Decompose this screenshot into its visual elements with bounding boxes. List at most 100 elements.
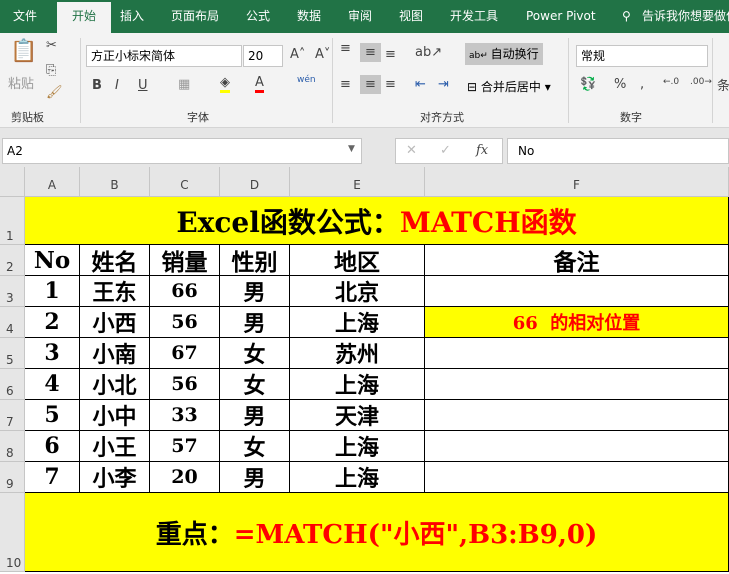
phonetic-button[interactable]: wén — [297, 75, 316, 85]
data-cell[interactable]: 4 — [25, 369, 80, 400]
row-header-10[interactable]: 10 — [0, 493, 25, 572]
search-icon[interactable]: ⚲ — [622, 9, 631, 23]
column-header-a[interactable]: A — [25, 167, 80, 197]
note-cell[interactable] — [425, 431, 729, 462]
align-middle-icon[interactable]: ≡ — [360, 43, 381, 62]
increase-decimal-icon[interactable]: ←.0 — [663, 77, 680, 87]
header-cell-a[interactable]: No — [25, 245, 80, 276]
font-name-select[interactable]: 方正小标宋简体 — [86, 45, 242, 67]
decrease-font-icon[interactable]: A˅ — [315, 47, 331, 62]
data-cell[interactable]: 北京 — [290, 276, 425, 307]
title-cell[interactable]: Excel函数公式： MATCH函数 — [25, 197, 729, 245]
data-cell[interactable]: 上海 — [290, 369, 425, 400]
column-header-e[interactable]: E — [290, 167, 425, 197]
row-header-1[interactable]: 1 — [0, 197, 25, 245]
data-cell[interactable]: 33 — [150, 400, 220, 431]
data-cell[interactable]: 66 — [150, 276, 220, 307]
underline-button[interactable]: U — [138, 78, 148, 93]
tab-home[interactable]: 开始 — [57, 2, 112, 33]
decrease-decimal-icon[interactable]: .00→ — [690, 77, 712, 87]
data-cell[interactable]: 男 — [220, 307, 290, 338]
cancel-icon[interactable]: ✕ — [406, 143, 417, 158]
increase-font-icon[interactable]: A˄ — [290, 47, 306, 62]
tab-developer[interactable]: 开发工具 — [450, 9, 499, 23]
data-cell[interactable]: 67 — [150, 338, 220, 369]
header-cell-c[interactable]: 销量 — [150, 245, 220, 276]
data-cell[interactable]: 56 — [150, 369, 220, 400]
data-cell[interactable]: 小李 — [80, 462, 150, 493]
formula-input[interactable]: No — [507, 138, 729, 164]
percent-button[interactable]: % — [614, 77, 627, 92]
italic-button[interactable]: I — [115, 78, 119, 93]
data-cell[interactable]: 6 — [25, 431, 80, 462]
column-header-d[interactable]: D — [220, 167, 290, 197]
data-cell[interactable]: 男 — [220, 462, 290, 493]
conditional-format-button[interactable]: 条 — [717, 79, 729, 94]
increase-indent-icon[interactable]: ⇥ — [438, 77, 449, 92]
data-cell[interactable]: 小北 — [80, 369, 150, 400]
data-cell[interactable]: 5 — [25, 400, 80, 431]
tab-review[interactable]: 审阅 — [348, 9, 373, 23]
note-cell[interactable] — [425, 338, 729, 369]
key-point-cell[interactable]: 重点： =MATCH("小西",B3:B9,0) — [25, 493, 729, 572]
row-header-5[interactable]: 5 — [0, 338, 25, 369]
header-cell-f[interactable]: 备注 — [425, 245, 729, 276]
decrease-indent-icon[interactable]: ⇤ — [415, 77, 426, 92]
name-box-dropdown-icon[interactable]: ▼ — [348, 144, 355, 154]
row-header-8[interactable]: 8 — [0, 431, 25, 462]
data-cell[interactable]: 上海 — [290, 307, 425, 338]
column-header-c[interactable]: C — [150, 167, 220, 197]
paste-icon[interactable]: 📋 — [10, 39, 38, 64]
font-size-select[interactable]: 20 — [243, 45, 283, 67]
row-header-4[interactable]: 4 — [0, 307, 25, 338]
data-cell[interactable]: 天津 — [290, 400, 425, 431]
border-icon[interactable]: ▦ — [178, 77, 191, 92]
tab-view[interactable]: 视图 — [399, 9, 424, 23]
data-cell[interactable]: 女 — [220, 338, 290, 369]
header-cell-e[interactable]: 地区 — [290, 245, 425, 276]
font-color-icon[interactable]: A — [255, 75, 264, 93]
row-header-3[interactable]: 3 — [0, 276, 25, 307]
note-cell[interactable] — [425, 400, 729, 431]
tab-insert[interactable]: 插入 — [120, 9, 145, 23]
tab-formulas[interactable]: 公式 — [246, 9, 271, 23]
tab-power-pivot[interactable]: Power Pivot — [526, 9, 596, 23]
column-header-b[interactable]: B — [80, 167, 150, 197]
align-center-icon[interactable]: ≡ — [360, 75, 381, 94]
data-cell[interactable]: 女 — [220, 431, 290, 462]
data-cell[interactable]: 小南 — [80, 338, 150, 369]
data-cell[interactable]: 王东 — [80, 276, 150, 307]
orientation-icon[interactable]: ab↗ — [415, 45, 443, 60]
currency-icon[interactable]: 💱 — [580, 77, 597, 92]
note-cell[interactable]: 66 的相对位置 — [425, 307, 729, 338]
data-cell[interactable]: 男 — [220, 276, 290, 307]
data-cell[interactable]: 57 — [150, 431, 220, 462]
data-cell[interactable]: 上海 — [290, 462, 425, 493]
select-all-button[interactable] — [0, 167, 25, 197]
row-header-9[interactable]: 9 — [0, 462, 25, 493]
fill-color-icon[interactable]: ◈ — [220, 75, 230, 93]
column-header-f[interactable]: F — [425, 167, 729, 197]
row-header-2[interactable]: 2 — [0, 245, 25, 276]
align-bottom-icon[interactable]: ≡ — [385, 47, 396, 62]
data-cell[interactable]: 苏州 — [290, 338, 425, 369]
tab-file[interactable]: 文件 — [13, 9, 38, 23]
align-top-icon[interactable]: ≡ — [340, 41, 351, 56]
align-left-icon[interactable]: ≡ — [340, 77, 351, 92]
tab-data[interactable]: 数据 — [297, 9, 322, 23]
align-right-icon[interactable]: ≡ — [385, 77, 396, 92]
cut-icon[interactable]: ✂ — [46, 38, 57, 53]
data-cell[interactable]: 7 — [25, 462, 80, 493]
data-cell[interactable]: 2 — [25, 307, 80, 338]
data-cell[interactable]: 小西 — [80, 307, 150, 338]
data-cell[interactable]: 小中 — [80, 400, 150, 431]
note-cell[interactable] — [425, 369, 729, 400]
tab-page-layout[interactable]: 页面布局 — [171, 9, 220, 23]
copy-icon[interactable]: ⎘ — [46, 63, 57, 78]
number-format-select[interactable]: 常规 — [576, 45, 708, 67]
tell-me-box[interactable]: 告诉我你想要做什么 — [642, 9, 729, 23]
comma-button[interactable]: , — [640, 77, 645, 92]
data-cell[interactable]: 20 — [150, 462, 220, 493]
name-box[interactable]: A2 — [2, 138, 362, 164]
data-cell[interactable]: 男 — [220, 400, 290, 431]
